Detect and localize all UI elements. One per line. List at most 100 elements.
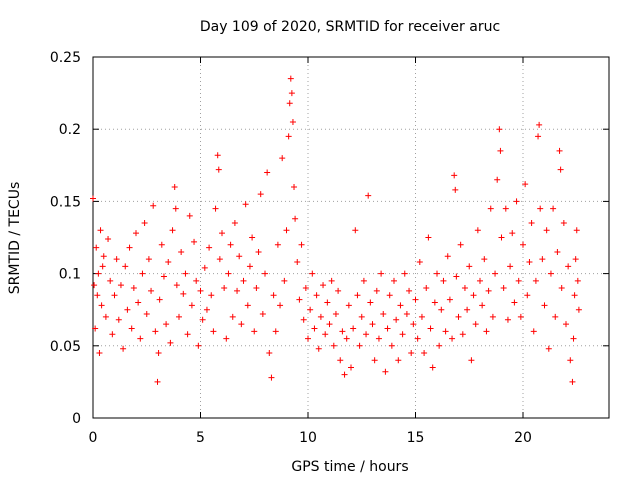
data-point <box>221 285 228 292</box>
data-point <box>109 331 116 338</box>
data-point <box>300 316 307 323</box>
data-point <box>287 75 294 82</box>
data-point <box>128 325 135 332</box>
x-axis-label: GPS time / hours <box>291 459 408 475</box>
data-point <box>511 299 518 306</box>
data-point <box>573 227 580 234</box>
data-point <box>143 311 150 318</box>
data-point <box>481 256 488 263</box>
data-point <box>95 270 102 277</box>
data-point <box>298 241 305 248</box>
data-point <box>317 313 324 320</box>
data-point <box>186 212 193 219</box>
data-point <box>408 350 415 357</box>
data-point <box>158 241 165 248</box>
data-point <box>212 205 219 212</box>
data-point <box>513 198 520 205</box>
data-point <box>489 313 496 320</box>
grid-lines <box>93 57 609 418</box>
data-point <box>360 277 367 284</box>
data-point <box>496 126 503 133</box>
data-point <box>208 292 215 299</box>
data-point <box>266 350 273 357</box>
data-point <box>365 192 372 199</box>
data-point <box>563 321 569 328</box>
data-point <box>291 183 298 190</box>
data-point <box>238 321 245 328</box>
data-point <box>113 256 120 263</box>
data-point <box>107 277 114 284</box>
data-point <box>515 277 522 284</box>
data-point <box>550 205 557 212</box>
data-point <box>558 285 565 292</box>
data-point <box>345 302 352 309</box>
chart-title: Day 109 of 2020, SRMTID for receiver aru… <box>200 19 500 35</box>
data-point <box>354 292 361 299</box>
data-point <box>249 234 256 241</box>
data-point <box>150 202 157 209</box>
data-point <box>569 378 576 385</box>
x-tick-label: 10 <box>299 430 317 446</box>
data-point <box>401 270 408 277</box>
data-point <box>522 181 529 188</box>
data-point <box>193 277 200 284</box>
data-point <box>363 331 370 338</box>
data-point <box>468 357 475 364</box>
data-point <box>255 248 262 255</box>
data-point <box>380 311 387 318</box>
data-point <box>528 220 535 227</box>
data-point <box>320 282 327 289</box>
data-point <box>455 313 462 320</box>
data-point <box>552 313 559 320</box>
data-point <box>178 248 185 255</box>
data-point <box>195 342 202 349</box>
x-tick-label: 15 <box>407 430 425 446</box>
data-point <box>406 287 413 294</box>
data-point <box>225 270 232 277</box>
data-point <box>545 345 552 352</box>
data-point <box>537 205 544 212</box>
data-point <box>122 263 129 270</box>
data-point <box>375 335 382 342</box>
data-point <box>191 238 198 245</box>
data-point <box>494 176 501 183</box>
data-point <box>547 270 554 277</box>
data-point <box>279 155 286 162</box>
data-point <box>229 313 236 320</box>
y-tick-label: 0.05 <box>50 339 81 355</box>
data-point <box>440 277 447 284</box>
data-point <box>199 316 206 323</box>
data-point <box>459 331 466 338</box>
data-point <box>311 325 318 332</box>
data-point <box>203 306 210 313</box>
data-point <box>412 296 419 303</box>
data-point <box>99 263 106 270</box>
data-point <box>145 256 152 263</box>
data-point <box>274 241 281 248</box>
data-point <box>410 321 417 328</box>
y-tick-label: 0.2 <box>59 122 81 138</box>
data-point <box>464 306 471 313</box>
data-point <box>446 296 453 303</box>
data-point <box>451 172 458 179</box>
data-point <box>165 259 172 266</box>
data-point <box>570 335 577 342</box>
data-point <box>307 306 314 313</box>
data-point <box>94 292 101 299</box>
data-point <box>216 256 223 263</box>
data-point <box>427 325 434 332</box>
data-point <box>356 342 363 349</box>
data-point <box>133 230 139 237</box>
data-point <box>557 166 564 173</box>
data-point <box>253 285 260 292</box>
data-point <box>286 100 293 107</box>
data-point <box>421 350 428 357</box>
data-point <box>565 263 572 270</box>
data-point <box>393 316 400 323</box>
data-point <box>449 335 456 342</box>
data-point <box>453 273 460 280</box>
data-point <box>231 220 238 227</box>
data-point <box>135 299 142 306</box>
data-point <box>509 230 516 237</box>
